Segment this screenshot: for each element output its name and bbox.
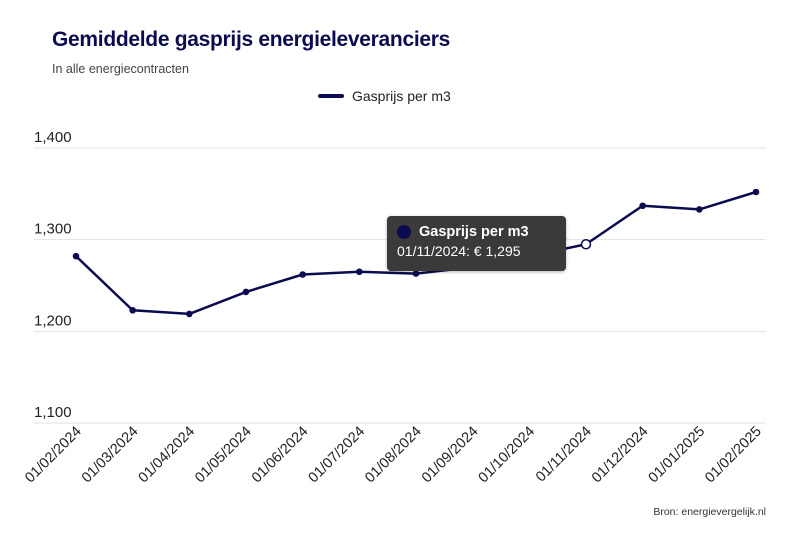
y-tick-label: 1,200 bbox=[34, 312, 72, 329]
highlighted-data-point[interactable] bbox=[580, 239, 592, 250]
x-tick-label: 01/05/2024 bbox=[192, 424, 255, 487]
x-tick-label: 01/06/2024 bbox=[249, 424, 312, 487]
x-tick-label: 01/12/2024 bbox=[589, 424, 652, 487]
chart-subtitle: In alle energiecontracten bbox=[52, 62, 189, 76]
tooltip-series-dot bbox=[397, 225, 411, 239]
source-credit: Bron: energievergelijk.nl bbox=[653, 506, 766, 518]
data-point[interactable] bbox=[752, 188, 760, 196]
data-point[interactable] bbox=[639, 202, 646, 210]
data-point[interactable] bbox=[299, 271, 306, 278]
chart-tooltip: Gasprijs per m3 01/11/2024: € 1,295 bbox=[387, 216, 566, 271]
x-tick-label: 01/08/2024 bbox=[362, 424, 425, 487]
x-tick-label: 01/09/2024 bbox=[419, 424, 482, 487]
y-tick-label: 1,100 bbox=[34, 404, 72, 421]
data-point[interactable] bbox=[356, 268, 363, 276]
data-point[interactable] bbox=[696, 206, 703, 213]
data-point[interactable] bbox=[242, 288, 250, 296]
chart-title: Gemiddelde gasprijs energieleveranciers bbox=[52, 28, 450, 51]
x-tick-label: 01/11/2024 bbox=[533, 424, 595, 486]
y-tick-label: 1,300 bbox=[34, 221, 72, 238]
data-point[interactable] bbox=[72, 252, 80, 260]
x-tick-label: 01/02/2025 bbox=[702, 424, 765, 487]
x-tick-label: 01/01/2025 bbox=[646, 424, 709, 487]
x-tick-label: 01/03/2024 bbox=[79, 424, 142, 487]
legend-label: Gasprijs per m3 bbox=[352, 88, 451, 104]
chart-legend[interactable]: Gasprijs per m3 bbox=[318, 88, 451, 104]
x-tick-label: 01/10/2024 bbox=[476, 424, 539, 487]
data-point[interactable] bbox=[186, 310, 193, 318]
tooltip-value: 01/11/2024: € 1,295 bbox=[397, 243, 521, 259]
tooltip-series-name: Gasprijs per m3 bbox=[419, 224, 529, 240]
x-tick-label: 01/07/2024 bbox=[306, 424, 369, 487]
data-point[interactable] bbox=[129, 306, 136, 314]
data-point[interactable] bbox=[412, 270, 420, 277]
x-tick-label: 01/02/2024 bbox=[22, 424, 85, 487]
legend-line-swatch bbox=[318, 94, 344, 98]
x-tick-label: 01/04/2024 bbox=[136, 424, 199, 487]
y-tick-label: 1,400 bbox=[34, 129, 72, 146]
